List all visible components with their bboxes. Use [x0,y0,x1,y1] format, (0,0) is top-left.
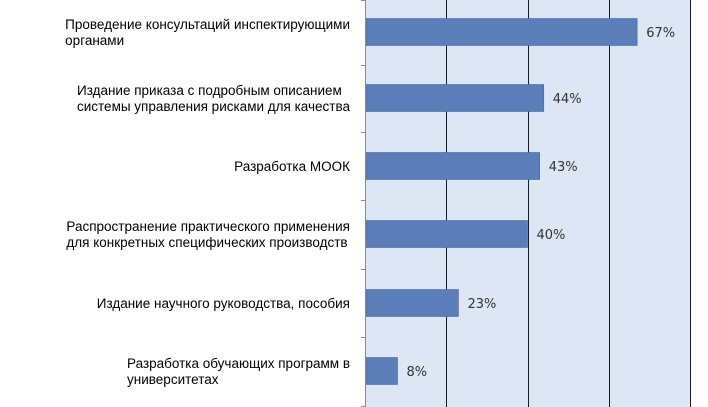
category-label: Издание приказа с подробным описанием сис… [77,83,351,114]
data-label: 23% [467,297,496,312]
category-label: Разработка МООК [234,159,350,174]
bar [365,289,459,317]
data-label: 43% [549,160,578,175]
data-label: 40% [537,228,566,243]
bar [365,18,638,46]
gridlines [361,0,691,407]
data-label: 8% [407,365,428,380]
bar [365,152,540,180]
bar [365,220,528,248]
bar [365,84,545,112]
category-label: Разработка обучающих программ в университ… [127,356,350,387]
data-label: 67% [646,26,675,41]
value-labels: 67% 44% 43% 40% 23% 8% [407,26,676,380]
category-labels: Проведение консультаций инспектирующими о… [65,17,350,387]
category-label: Распространение практического применения… [66,219,350,250]
data-label: 44% [553,92,582,107]
bar [365,357,398,385]
category-label: Проведение консультаций инспектирующими о… [65,17,350,48]
plot-area [365,0,690,407]
category-label: Издание научного руководства, пособия [97,296,350,311]
